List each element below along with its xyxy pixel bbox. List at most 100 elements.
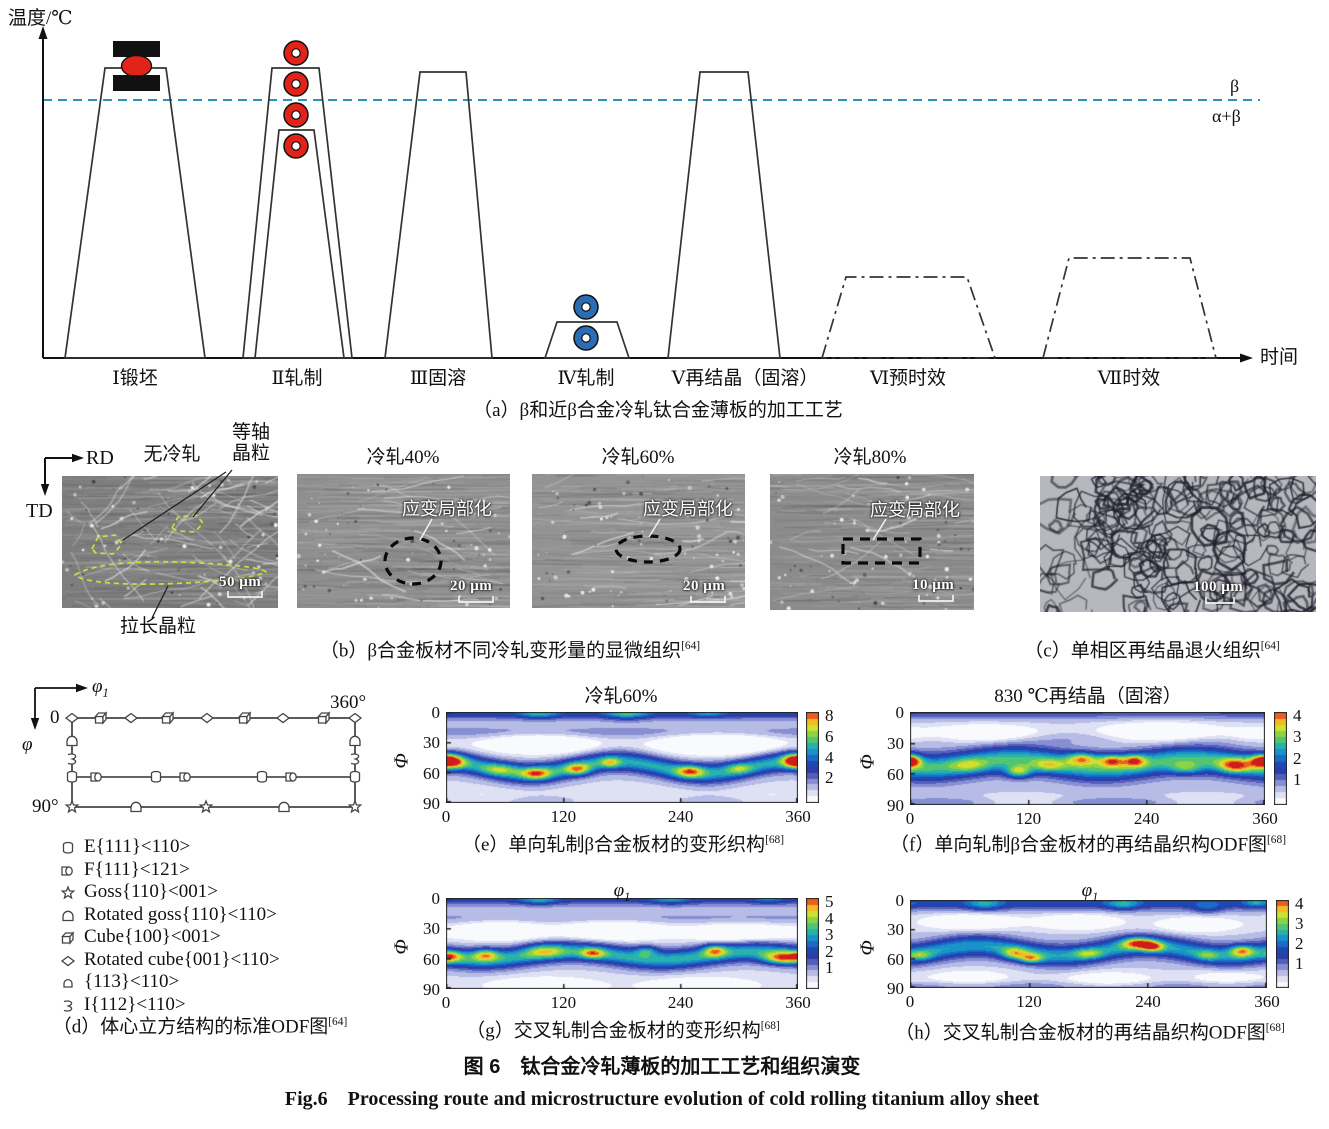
process-trapezoids: [64, 67, 1218, 359]
alpha-beta-phase-label: α+β: [1212, 106, 1241, 126]
plot-e-ytick-30: 30: [423, 733, 440, 753]
plot-h-ytick-60: 60: [887, 949, 904, 969]
plot-h-ytick-30: 30: [887, 920, 904, 940]
star-icon: [60, 885, 76, 900]
small-arch-icon: [63, 978, 73, 988]
colorbar-f-tick-1: 1: [1293, 769, 1302, 789]
odf-tick-360: 360°: [330, 692, 367, 713]
plot-e-xtick-0: 0: [441, 807, 451, 826]
colorbar-e: [806, 712, 819, 803]
caption-d: （d）体心立方结构的标准ODF图[64]: [52, 1016, 348, 1038]
plot-g-xtick-360: 360: [785, 993, 811, 1012]
elongated-grain-label: 拉长晶粒: [119, 616, 197, 637]
plot-h-title: φ1: [1081, 880, 1099, 904]
scale-label-5: 100 μm: [1193, 579, 1244, 595]
plot-g-xtick-0: 0: [441, 993, 451, 1012]
plot-f-ytick-60: 60: [887, 765, 904, 784]
plot-g-ytick-90: 90: [423, 980, 440, 999]
panel4-title: 冷轧80%: [833, 447, 907, 468]
plot-g-ylabel: Φ: [390, 939, 413, 955]
caption-b: （b）β合金板材不同冷轧变形量的显微组织[64]: [319, 640, 701, 662]
cube-icon: [61, 931, 75, 945]
plot-g-ytick-30: 30: [423, 919, 440, 939]
phi1-axis-label: φ1: [92, 676, 109, 700]
plot-h-ytick-90: 90: [887, 979, 904, 998]
plot-e-xtick-120: 120: [550, 807, 577, 826]
plot-g-ytick-60: 60: [423, 949, 440, 969]
td-arrow: [40, 484, 50, 496]
caption-c: （c）单相区再结晶退火组织[64]: [1024, 640, 1280, 662]
time-axis-label: 时间: [1260, 347, 1299, 368]
strain-localization-label-3: 应变局部化: [870, 500, 960, 520]
colorbar-g-tick-5: 5: [825, 892, 834, 911]
colorbar-e-tick-6: 6: [825, 726, 834, 746]
temperature-axis-label: 温度/℃: [8, 8, 73, 29]
caption-h: （h）交叉轧制合金板材的再结晶织构ODF图[68]: [895, 1022, 1285, 1044]
panel1-title: 无冷轧: [143, 444, 201, 465]
caption-a: （a）β和近β合金冷轧钛合金薄板的加工工艺: [473, 400, 843, 421]
figure-caption-en: Fig.6 Processing route and microstructur…: [284, 1088, 1040, 1110]
beta-phase-label: β: [1230, 76, 1240, 96]
stage-label-3: Ⅲ固溶: [409, 368, 467, 389]
plot-f-ytick-90: 90: [887, 796, 904, 815]
colorbar-g-tick-2: 2: [825, 941, 834, 961]
colorbar-h-tick-4: 4: [1295, 894, 1304, 913]
caption-e: （e）单向轧制β合金板材的变形织构[68]: [461, 834, 785, 856]
colorbar-f-tick-3: 3: [1293, 727, 1302, 747]
plot-e-title: 冷轧60%: [584, 686, 658, 707]
stage-label-4: Ⅳ轧制: [557, 368, 615, 389]
plot-f-xtick-0: 0: [905, 809, 915, 828]
plot-f-xtick-120: 120: [1015, 809, 1042, 828]
phi-arrow: [30, 718, 40, 730]
optical-micrograph-recrystallized: [1040, 476, 1316, 612]
phi1-arrow: [76, 683, 88, 693]
panel3-title: 冷轧60%: [601, 447, 675, 468]
stage-label-7: Ⅶ时效: [1097, 368, 1161, 389]
colorbar-g: [806, 898, 819, 989]
half-cylinder-icon: [61, 866, 73, 876]
plot-f-ytick-0: 0: [895, 703, 905, 722]
plot-e-ytick-0: 0: [431, 703, 441, 722]
scale-label-1: 50 μm: [219, 574, 262, 590]
plot-f-title: 830 ℃再结晶（固溶）: [994, 686, 1182, 707]
panel2-title: 冷轧40%: [366, 447, 440, 468]
plot-f-ytick-30: 30: [887, 734, 904, 753]
plot-g-xtick-240: 240: [667, 993, 694, 1012]
phi-axis-label: φ: [22, 734, 33, 755]
plot-g-ytick-0: 0: [431, 889, 441, 908]
odf-contour-h: [910, 900, 1267, 988]
odf-tick-0: 0: [50, 707, 60, 728]
plot-e-xtick-360: 360: [785, 807, 811, 826]
rd-label: RD: [86, 447, 114, 469]
colorbar-h-tick-1: 1: [1295, 954, 1304, 973]
caption-g: （g）交叉轧制合金板材的变形织构[68]: [466, 1020, 780, 1042]
odf-contour-f: [910, 712, 1265, 805]
colorbar-e-tick-2: 2: [825, 768, 834, 788]
hot-rolling-rollers-icon: [283, 40, 309, 159]
plot-e-xtick-240: 240: [667, 807, 694, 826]
rd-arrow: [72, 453, 84, 463]
stage-label-1: Ⅰ锻坯: [112, 368, 158, 389]
equiaxed-grain-label-1: 等轴: [231, 422, 271, 443]
forging-icon: [113, 41, 160, 91]
plot-h-xtick-240: 240: [1135, 992, 1161, 1011]
td-label: TD: [26, 500, 53, 522]
hook-icon: [63, 1000, 73, 1012]
odf-contour-g: [446, 898, 798, 989]
plot-h-ytick-0: 0: [895, 891, 905, 910]
strain-localization-label-2: 应变局部化: [643, 499, 733, 519]
plot-f-xtick-360: 360: [1252, 809, 1278, 828]
colorbar-h-tick-2: 2: [1295, 934, 1304, 953]
plot-e-ytick-60: 60: [423, 763, 440, 783]
arch-icon: [62, 910, 74, 922]
scale-label-4: 10 μm: [912, 577, 955, 593]
colorbar-g-tick-4: 4: [825, 908, 834, 928]
plot-e-ytick-90: 90: [423, 794, 440, 813]
colorbar-f-tick-2: 2: [1293, 748, 1302, 768]
colorbar-g-tick-3: 3: [825, 925, 834, 945]
diamond-icon: [60, 955, 76, 967]
colorbar-f: [1274, 712, 1287, 805]
plot-h-xtick-0: 0: [905, 992, 915, 1011]
odf-contour-e: [446, 712, 798, 803]
